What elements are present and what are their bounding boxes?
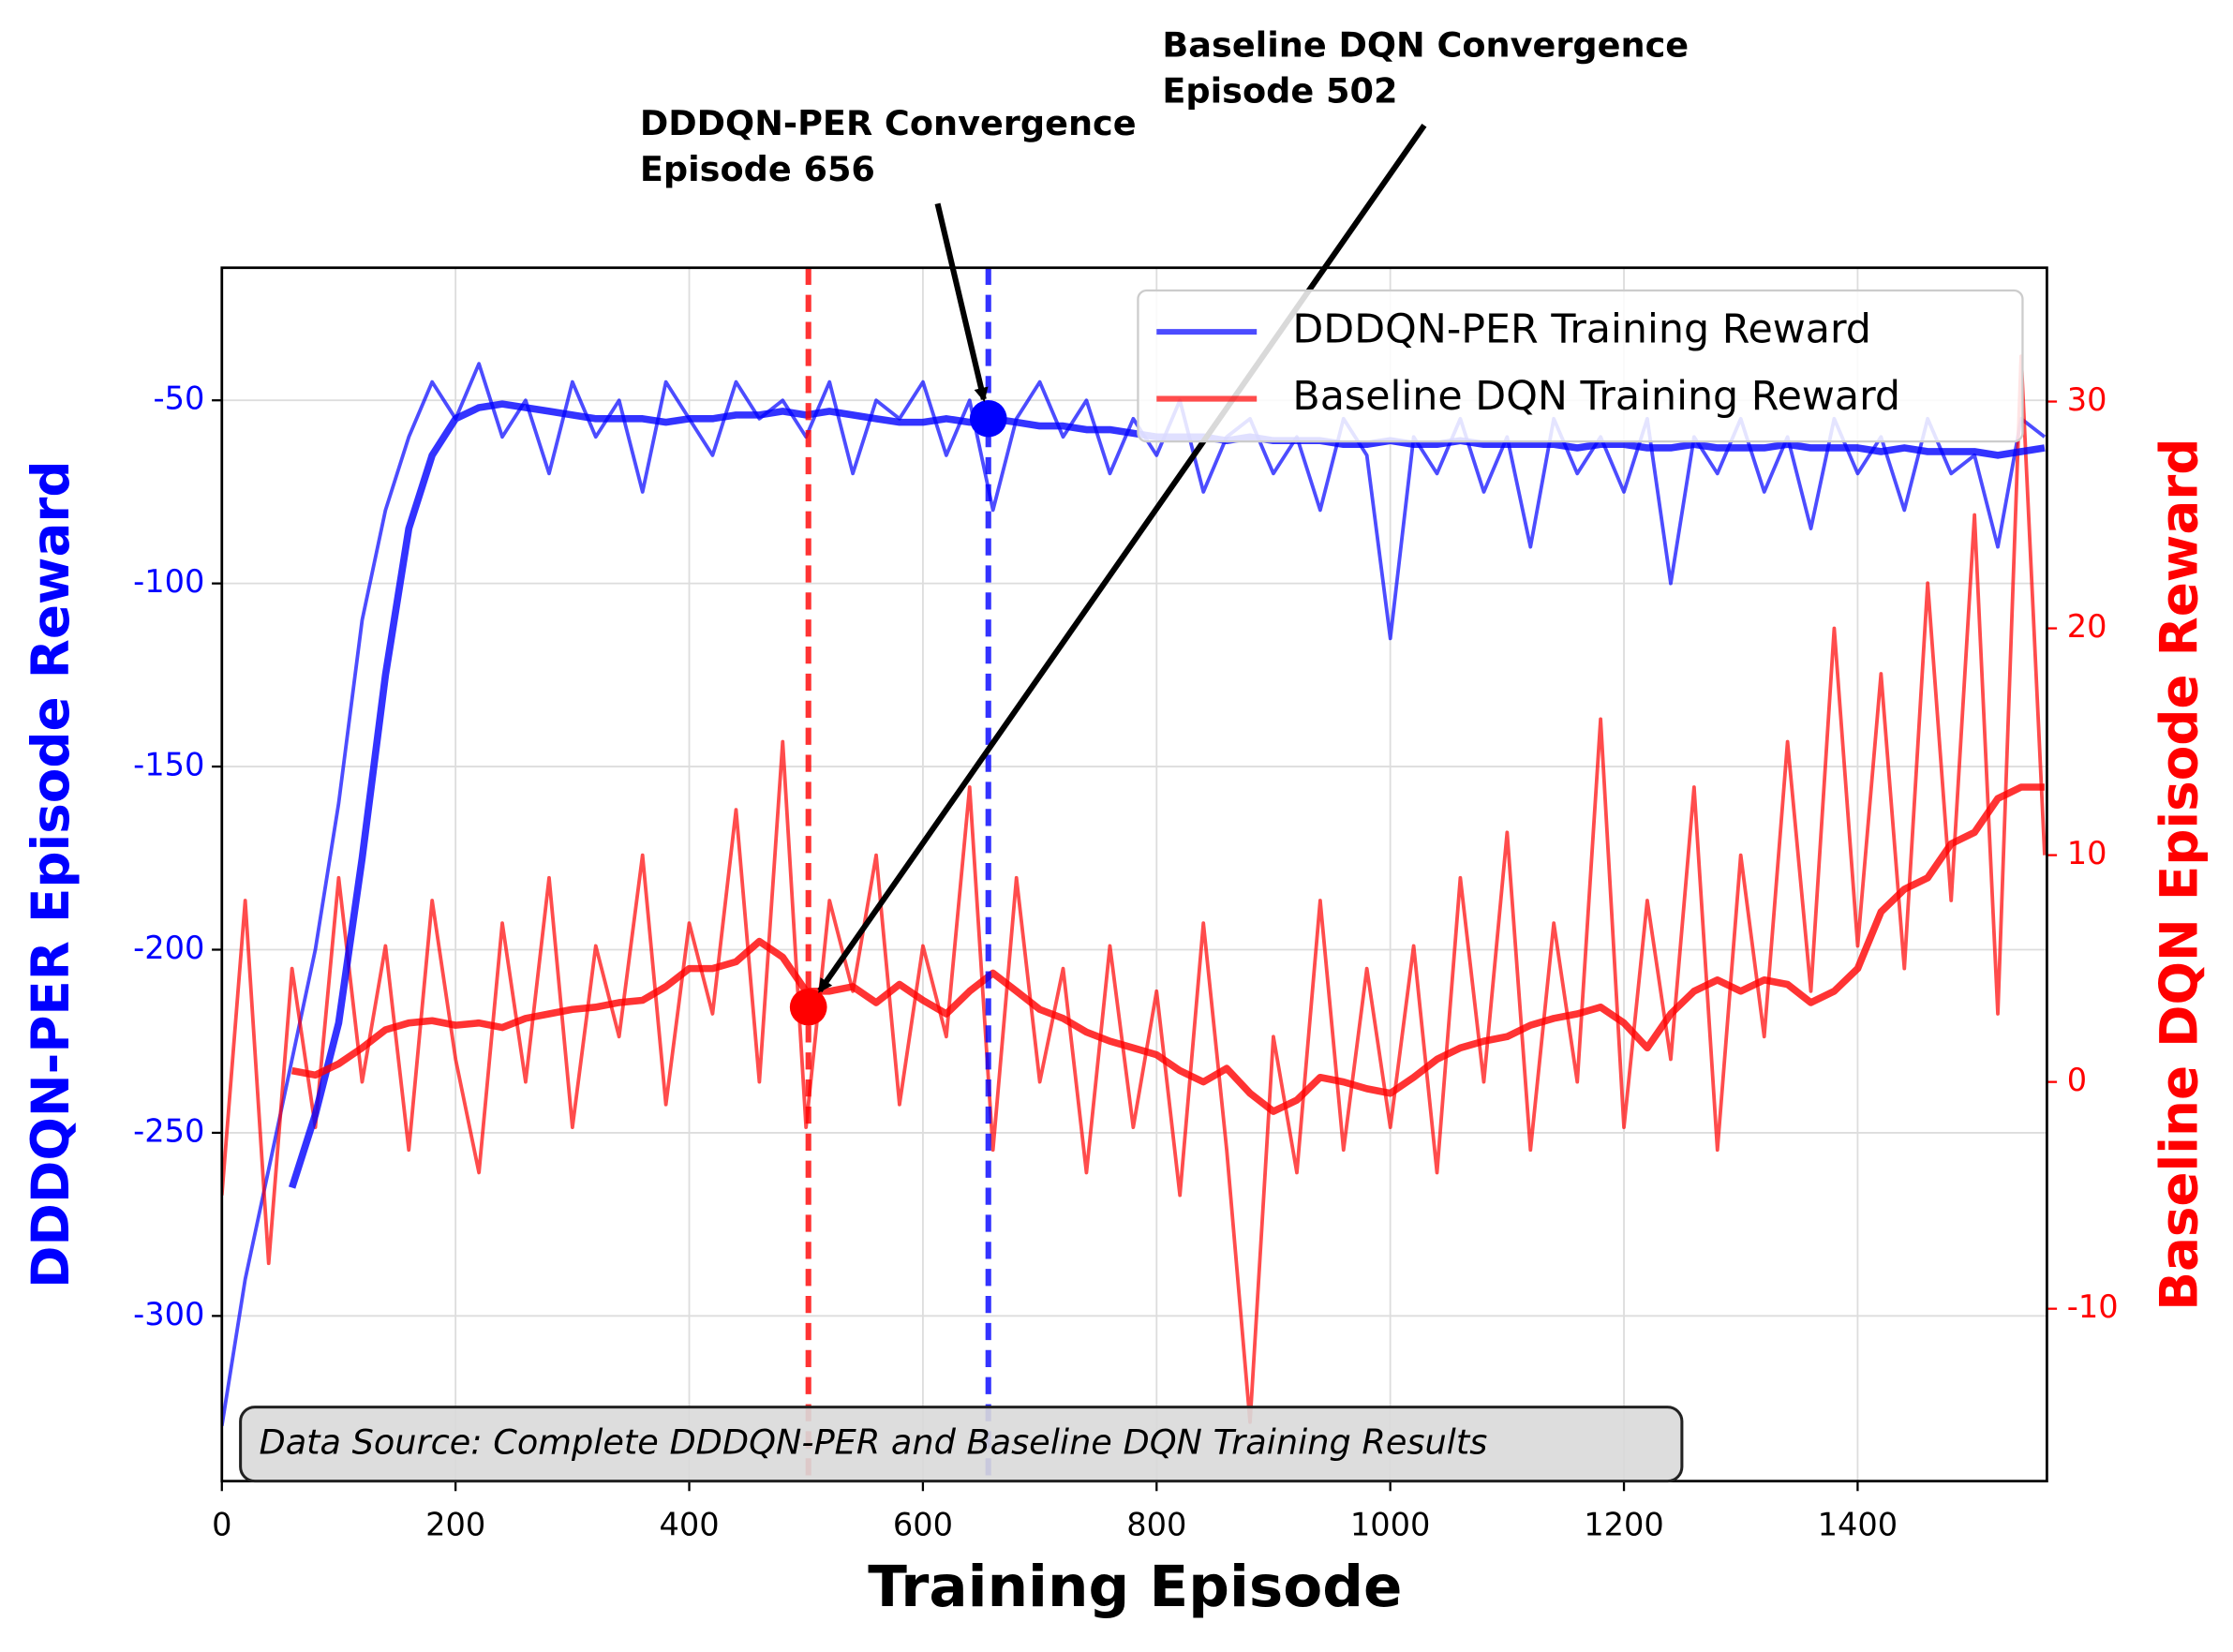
x-tick-label: 400: [659, 1507, 719, 1543]
y2-tick-label: 0: [2067, 1062, 2087, 1098]
annotation-text: Baseline DQN Convergence: [1162, 25, 1689, 66]
y-tick-label: -50: [154, 380, 205, 417]
convergence-point: [789, 989, 827, 1026]
x-tick-label: 200: [425, 1507, 485, 1543]
y2-axis-label: Baseline DQN Episode Reward: [2150, 439, 2210, 1311]
x-tick-label: 1000: [1350, 1507, 1431, 1543]
series-line: [221, 354, 2047, 1424]
footnote: Data Source: Complete DDDQN-PER and Base…: [259, 1422, 1487, 1463]
legend-label: DDDQN-PER Training Reward: [1292, 306, 1871, 353]
series-line: [221, 362, 2047, 1426]
annotation-arrow: [817, 124, 1427, 993]
y-tick-label: -300: [133, 1296, 204, 1332]
plot-area: [221, 267, 2047, 1481]
x-tick-label: 0: [212, 1507, 231, 1543]
annotation-arrow: [934, 202, 989, 403]
x-tick-label: 600: [893, 1507, 953, 1543]
annotation-text: Episode 656: [640, 149, 875, 189]
y2-tick-label: 10: [2067, 835, 2107, 871]
x-tick-label: 1200: [1584, 1507, 1664, 1543]
footnote-box: [239, 1406, 1684, 1483]
x-tick-label: 1400: [1818, 1507, 1898, 1543]
series-line: [290, 783, 2045, 1115]
x-axis-label: Training Episode: [868, 1554, 1402, 1620]
x-tick-label: 800: [1126, 1507, 1186, 1543]
y2-tick-label: -10: [2067, 1288, 2119, 1325]
y-axis-label: DDDQN-PER Episode Reward: [21, 460, 81, 1287]
annotation-text: Episode 502: [1162, 70, 1397, 111]
y2-tick-label: 20: [2067, 608, 2107, 645]
convergence-point: [969, 400, 1007, 438]
annotation-text: DDDQN-PER Convergence: [640, 103, 1137, 143]
y2-tick-label: 30: [2067, 381, 2107, 418]
y-tick-label: -100: [133, 563, 204, 600]
y-tick-label: -250: [133, 1112, 204, 1149]
y-tick-label: -150: [133, 747, 204, 783]
legend-box: [1137, 289, 2024, 443]
y-tick-label: -200: [133, 930, 204, 966]
legend-label: Baseline DQN Training Reward: [1292, 373, 1900, 420]
